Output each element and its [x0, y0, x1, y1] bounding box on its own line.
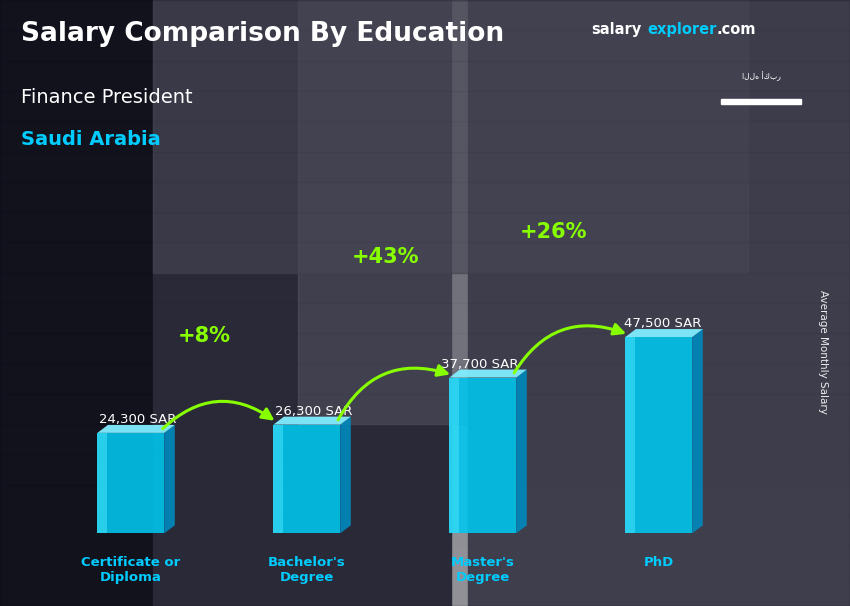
Bar — [0, 182, 850, 212]
Text: Bachelor's
Degree: Bachelor's Degree — [268, 556, 346, 584]
Bar — [0, 515, 850, 545]
Polygon shape — [626, 329, 703, 337]
Bar — [0, 61, 850, 91]
Bar — [0, 273, 850, 303]
Bar — [0, 576, 850, 606]
Bar — [721, 99, 802, 104]
Bar — [0, 30, 850, 61]
Polygon shape — [274, 425, 340, 533]
Bar — [0, 0, 153, 606]
Bar — [468, 0, 850, 606]
Text: 24,300 SAR: 24,300 SAR — [99, 413, 177, 426]
Polygon shape — [450, 370, 527, 378]
Bar — [0, 424, 850, 454]
Polygon shape — [98, 433, 107, 533]
Polygon shape — [450, 378, 459, 533]
Polygon shape — [98, 425, 175, 433]
Bar — [0, 454, 850, 485]
Text: الله أكبر: الله أكبر — [742, 71, 780, 81]
Bar — [0, 394, 850, 424]
Text: PhD: PhD — [643, 556, 674, 569]
Text: Master's
Degree: Master's Degree — [450, 556, 515, 584]
Bar — [0, 333, 850, 364]
Polygon shape — [164, 425, 175, 533]
Text: +8%: +8% — [178, 326, 231, 346]
Polygon shape — [98, 433, 164, 533]
Text: Salary Comparison By Education: Salary Comparison By Education — [21, 21, 504, 47]
Text: 37,700 SAR: 37,700 SAR — [440, 358, 518, 371]
Bar — [0, 364, 850, 394]
Text: salary: salary — [591, 22, 641, 38]
Bar — [0, 545, 850, 576]
Text: 26,300 SAR: 26,300 SAR — [275, 405, 353, 418]
Text: Finance President: Finance President — [21, 88, 193, 107]
Polygon shape — [692, 329, 703, 533]
Bar — [0, 485, 850, 515]
Text: Average Monthly Salary: Average Monthly Salary — [818, 290, 828, 413]
Bar — [153, 0, 748, 273]
Polygon shape — [626, 337, 692, 533]
Polygon shape — [626, 337, 636, 533]
Bar — [0, 121, 850, 152]
Bar — [0, 242, 850, 273]
Polygon shape — [274, 417, 351, 425]
Text: explorer: explorer — [648, 22, 717, 38]
Text: +43%: +43% — [352, 247, 420, 267]
Text: Saudi Arabia: Saudi Arabia — [21, 130, 161, 149]
Bar — [0, 303, 850, 333]
Bar — [0, 152, 850, 182]
Bar — [153, 0, 450, 606]
Text: 47,500 SAR: 47,500 SAR — [624, 317, 701, 330]
Text: .com: .com — [717, 22, 756, 38]
Text: Certificate or
Diploma: Certificate or Diploma — [82, 556, 180, 584]
Bar — [298, 0, 552, 424]
Bar — [0, 91, 850, 121]
Polygon shape — [340, 417, 351, 533]
Bar — [0, 212, 850, 242]
Text: +26%: +26% — [519, 222, 587, 242]
Polygon shape — [516, 370, 527, 533]
Bar — [0, 0, 850, 30]
Polygon shape — [274, 425, 283, 533]
Polygon shape — [450, 378, 516, 533]
